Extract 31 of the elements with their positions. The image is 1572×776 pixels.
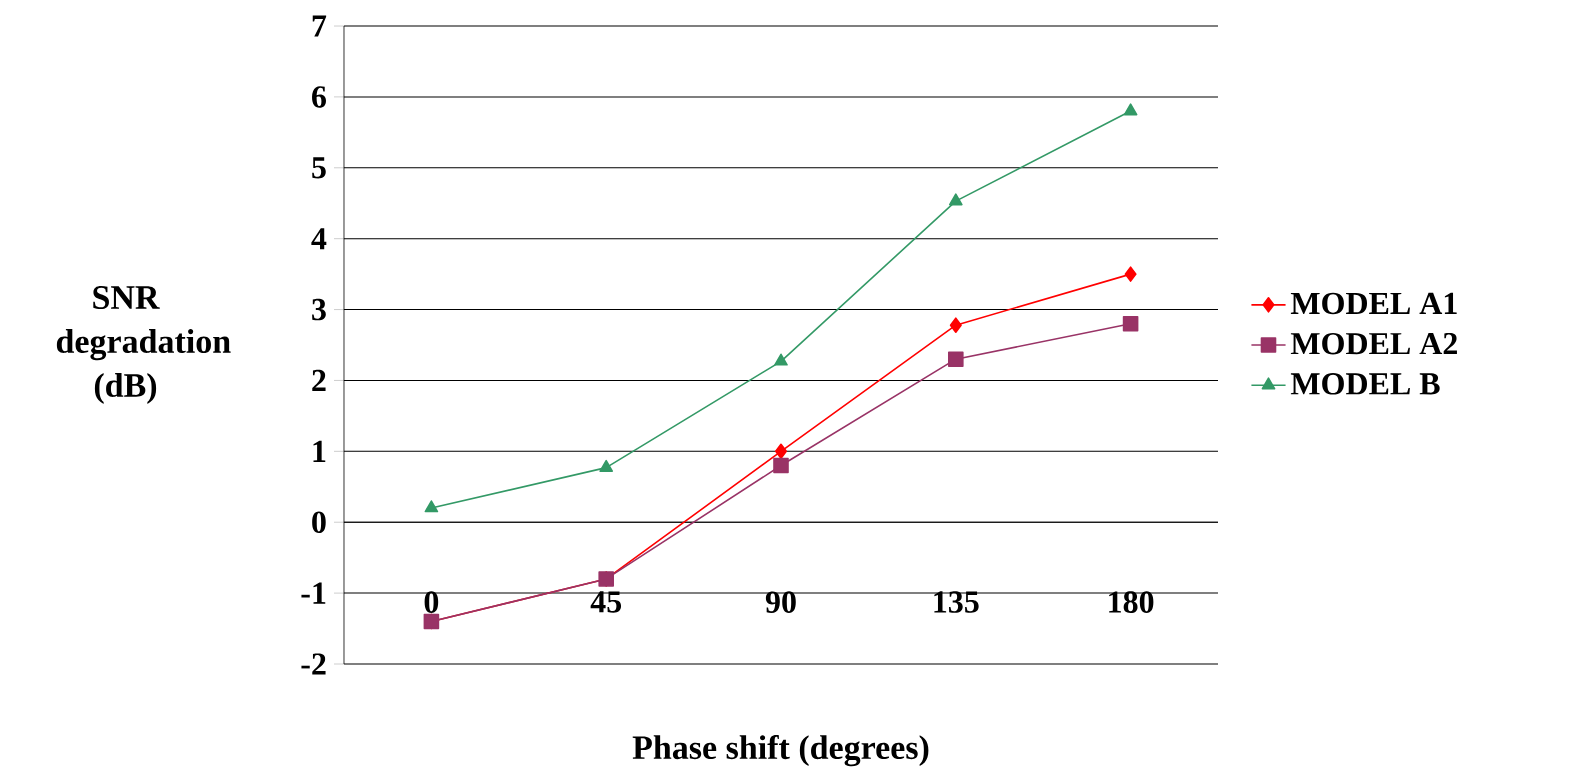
- y-tick-label: 2: [312, 369, 326, 392]
- x-axis-title: Phase shift (degrees): [632, 734, 929, 767]
- y-tick-label: 7: [312, 15, 327, 37]
- y-tick-label: 3: [312, 298, 326, 321]
- x-tick-label: 90: [765, 591, 796, 613]
- y-tick-label: 5: [312, 157, 326, 179]
- legend-label: MODEL B: [1290, 373, 1440, 395]
- point: [949, 317, 962, 333]
- x-tick-label: 0: [424, 591, 439, 613]
- point: [774, 443, 788, 460]
- y-tick-label: 0: [312, 511, 326, 534]
- legend-label: MODEL A1: [1290, 292, 1457, 315]
- y-tick-label: 1: [313, 440, 326, 462]
- y-tick-label: 6: [312, 86, 326, 108]
- point: [948, 351, 964, 367]
- point: [1124, 266, 1137, 282]
- point: [774, 353, 788, 366]
- point: [1123, 103, 1138, 116]
- x-tick-label: 180: [1109, 591, 1154, 613]
- point: [599, 459, 614, 472]
- x-tick-label: 135: [934, 591, 979, 613]
- y-tick-label: 4: [311, 228, 327, 250]
- point: [424, 500, 439, 513]
- y-tick-label: -1: [301, 582, 326, 604]
- y-axis-title: SNR degradation (dB): [56, 286, 231, 404]
- y-tick-label: -2: [301, 653, 326, 675]
- point: [773, 457, 789, 474]
- legend-label: MODEL A2: [1290, 332, 1457, 355]
- point: [1122, 315, 1139, 332]
- point: [948, 193, 963, 206]
- x-tick-label: 45: [590, 591, 622, 613]
